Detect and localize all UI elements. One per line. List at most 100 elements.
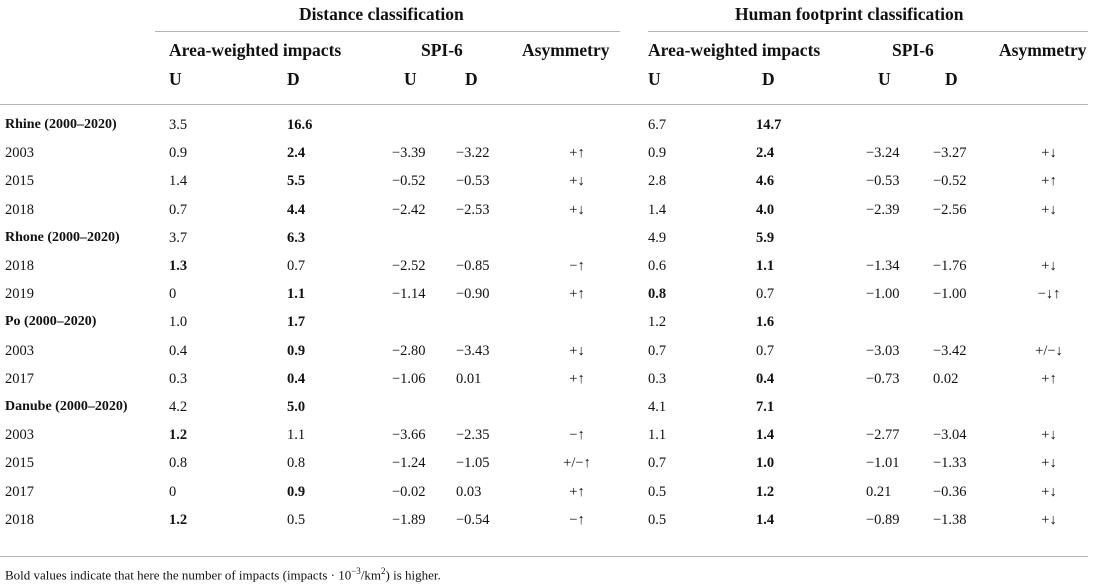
distance-spi-d-value: −2.35 — [456, 427, 490, 444]
human-spi-u-header: U — [878, 69, 891, 89]
distance-area-u-value: 1.0 — [169, 314, 188, 331]
footnote-unit-exponent: 2 — [381, 566, 386, 576]
distance-asymmetry-value: +↓ — [569, 342, 585, 359]
human-area-d-header: D — [762, 69, 775, 89]
distance-area-u-value: 3.7 — [169, 229, 188, 246]
distance-area-u-value: 0.7 — [169, 201, 188, 218]
distance-spi-u-value: −3.66 — [392, 427, 426, 444]
distance-asymmetry-value: +↑ — [569, 145, 585, 162]
distance-area-u-header: U — [169, 69, 182, 89]
distance-spi-u-value: −2.80 — [392, 342, 426, 359]
human-area-u-value: 0.7 — [648, 455, 667, 472]
row-label: 2019 — [5, 286, 34, 303]
human-area-d-value: 4.6 — [756, 173, 775, 190]
year-row: 2018 1.2 0.5 −1.89 −0.54 −↑ 0.5 1.4 −0.89 −1.38 +↓ — [0, 508, 1101, 536]
human-area-d-value: 0.7 — [756, 286, 775, 303]
human-spi-u-value: −1.00 — [866, 286, 900, 303]
row-label: 2018 — [5, 258, 34, 274]
human-asymmetry-value: +↑ — [1041, 173, 1057, 190]
distance-area-u-value: 0.9 — [169, 145, 188, 162]
distance-spi-d-value: −3.22 — [456, 145, 490, 162]
year-row: 2018 1.3 0.7 −2.52 −0.85 −↑ 0.6 1.1 −1.34 −1.76 +↓ — [0, 254, 1101, 282]
human-area-u-value: 0.6 — [648, 258, 667, 274]
distance-spi-u-value: −1.06 — [392, 370, 426, 387]
distance-area-d-value: 2.4 — [287, 145, 306, 162]
human-header-underline — [648, 31, 1088, 32]
distance-asymmetry-value: +↑ — [569, 286, 585, 303]
row-label: Rhine (2000–2020) — [5, 117, 117, 132]
human-area-d-value: 5.9 — [756, 229, 775, 246]
distance-spi-u-value: −2.42 — [392, 201, 426, 218]
distance-area-u-value: 0 — [169, 483, 177, 500]
distance-area-d-value: 5.0 — [287, 399, 306, 415]
human-area-weighted-header: Area-weighted impacts — [648, 40, 821, 60]
distance-area-d-value: 0.4 — [287, 370, 306, 387]
distance-area-d-value: 0.9 — [287, 483, 306, 500]
distance-area-d-value: 1.1 — [287, 427, 306, 444]
distance-classification-header: Distance classification — [299, 4, 464, 24]
year-row: 2018 0.7 4.4 −2.42 −2.53 +↓ 1.4 4.0 −2.39 −2.56 +↓ — [0, 198, 1101, 226]
human-area-d-value: 14.7 — [756, 117, 782, 133]
distance-spi-d-value: −0.53 — [456, 173, 490, 190]
human-asymmetry-value: +↑ — [1041, 370, 1057, 387]
human-area-d-value: 7.1 — [756, 399, 775, 415]
distance-area-u-value: 0.3 — [169, 370, 188, 387]
row-label: 2003 — [5, 145, 34, 162]
distance-spi-d-value: −2.53 — [456, 201, 490, 218]
human-area-d-value: 2.4 — [756, 145, 775, 162]
river-summary-row: Rhine (2000–2020) 3.5 16.6 6.7 14.7 — [0, 113, 1101, 141]
footnote-text-before: Bold values indicate that here the numbe… — [5, 567, 352, 583]
human-area-d-value: 0.7 — [756, 342, 775, 359]
human-spi-u-value: −1.01 — [866, 455, 900, 472]
distance-header-underline — [155, 31, 620, 32]
distance-area-d-value: 6.3 — [287, 229, 306, 246]
distance-area-weighted-header: Area-weighted impacts — [169, 40, 342, 60]
human-area-d-value: 1.4 — [756, 427, 775, 444]
row-label: 2015 — [5, 173, 34, 190]
human-spi-u-value: −0.89 — [866, 511, 900, 528]
distance-area-d-header: D — [287, 69, 300, 89]
distance-area-u-value: 1.2 — [169, 511, 188, 528]
human-spi-u-value: −0.53 — [866, 173, 900, 190]
distance-spi-u-value: −3.39 — [392, 145, 426, 162]
row-label: Rhone (2000–2020) — [5, 229, 120, 245]
row-label: 2018 — [5, 511, 34, 528]
human-asymmetry-value: −↓↑ — [1037, 286, 1061, 303]
year-row: 2003 0.4 0.9 −2.80 −3.43 +↓ 0.7 0.7 −3.03 −3.42 +/… — [0, 339, 1101, 367]
human-area-d-value: 1.1 — [756, 258, 775, 274]
distance-area-u-value: 0 — [169, 286, 177, 303]
distance-spi-d-value: −0.85 — [456, 258, 490, 274]
human-area-d-value: 1.2 — [756, 483, 775, 500]
distance-asymmetry-header: Asymmetry — [522, 40, 610, 60]
footnote-text-end: ) is higher. — [385, 567, 441, 583]
human-asymmetry-value: +↓ — [1041, 483, 1057, 500]
human-spi-d-value: −0.36 — [933, 483, 967, 500]
human-spi-d-value: 0.02 — [933, 370, 959, 387]
distance-asymmetry-value: +↑ — [569, 483, 585, 500]
human-asymmetry-value: +↓ — [1041, 427, 1057, 444]
human-spi-u-value: −0.73 — [866, 370, 900, 387]
distance-spi-d-value: 0.01 — [456, 370, 482, 387]
human-spi-u-value: −2.77 — [866, 427, 900, 444]
distance-spi-u-value: −1.14 — [392, 286, 426, 303]
human-area-u-value: 0.8 — [648, 286, 667, 303]
distance-spi-u-value: −2.52 — [392, 258, 426, 274]
row-label: Danube (2000–2020) — [5, 399, 128, 414]
distance-spi-d-value: −0.90 — [456, 286, 490, 303]
distance-spi-u-header: U — [404, 69, 417, 89]
human-area-d-value: 1.0 — [756, 455, 775, 472]
human-area-u-value: 0.3 — [648, 370, 667, 387]
human-area-d-value: 4.0 — [756, 201, 775, 218]
human-footprint-classification-header: Human footprint classification — [735, 4, 964, 24]
distance-area-d-value: 0.5 — [287, 511, 306, 528]
distance-spi-d-value: −1.05 — [456, 455, 490, 472]
human-spi-d-value: −1.00 — [933, 286, 967, 303]
human-area-u-value: 2.8 — [648, 173, 667, 190]
human-area-u-value: 0.5 — [648, 483, 667, 500]
distance-spi-u-value: −1.89 — [392, 511, 426, 528]
human-spi-d-header: D — [945, 69, 958, 89]
distance-area-d-value: 5.5 — [287, 173, 306, 190]
human-area-u-value: 0.9 — [648, 145, 667, 162]
distance-area-u-value: 1.3 — [169, 258, 188, 274]
distance-asymmetry-value: −↑ — [569, 427, 585, 444]
